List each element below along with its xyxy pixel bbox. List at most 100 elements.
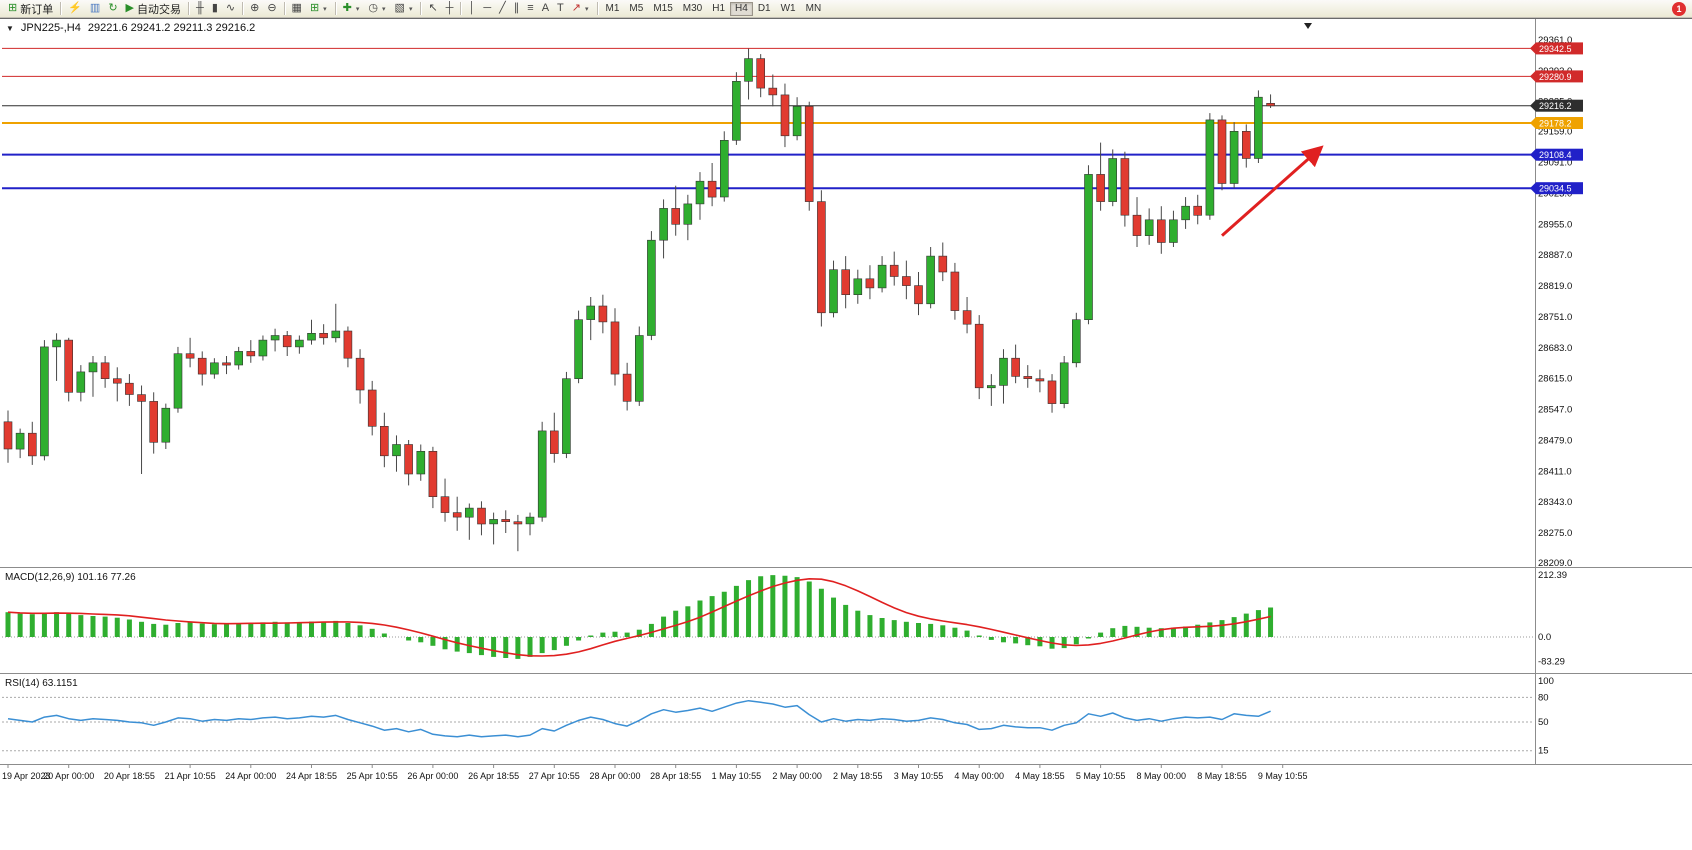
candle (744, 58, 753, 82)
time-label: 8 May 18:55 (1197, 771, 1247, 781)
macd-scale-label: -83.29 (1538, 656, 1565, 667)
candle (295, 339, 304, 348)
candle (113, 378, 122, 384)
macd-values: 101.16 77.26 (77, 572, 136, 583)
candle (452, 512, 462, 518)
candlestick-chart-button[interactable]: ▮ (208, 1, 222, 17)
tile-windows-button[interactable]: ▦ (288, 1, 306, 17)
rsi-scale-label: 80 (1538, 692, 1549, 703)
candle (173, 353, 183, 409)
bar-chart-button[interactable]: ╫ (192, 1, 208, 17)
price-tick: 29159.0 (1538, 127, 1572, 138)
timeframe-mn-button[interactable]: MN (801, 2, 827, 16)
candle (537, 430, 547, 518)
toolbar-separator (596, 2, 598, 15)
trend-arrow[interactable] (1221, 145, 1324, 237)
indicators-button[interactable]: ✚ ▾ (339, 1, 365, 17)
time-label: 26 Apr 18:55 (468, 771, 519, 781)
arrows-tool-icon: ↗ (571, 2, 581, 14)
new-chart-icon: ⊞ (309, 2, 320, 14)
crosshair-button[interactable]: ┼ (442, 1, 458, 17)
horizontal-line-button[interactable]: ─ (479, 1, 495, 17)
candle (671, 208, 681, 225)
cursor-icon: ↖ (428, 2, 438, 14)
symbol-dropdown-icon[interactable]: ▼ (6, 23, 14, 33)
timeframe-h1-button[interactable]: H1 (707, 2, 730, 16)
candle (683, 203, 693, 225)
toolbar-separator (283, 2, 285, 15)
candle (355, 357, 365, 391)
price-badge (1536, 148, 1583, 161)
zoom-out-button[interactable]: ⊖ (263, 1, 280, 17)
label-tool-icon: T (557, 2, 564, 14)
refresh-icon: ↻ (108, 2, 118, 14)
rsi-name: RSI(14) (5, 678, 40, 689)
time-label: 20 Apr 00:00 (43, 771, 94, 781)
line-chart-button[interactable]: ∿ (222, 1, 239, 17)
arrows-tool-button[interactable]: ↗ ▾ (568, 1, 594, 17)
candle (732, 80, 741, 141)
candle (914, 285, 923, 305)
refresh-button[interactable]: ↻ (104, 1, 121, 17)
candle (428, 450, 438, 497)
fibonacci-button[interactable]: ≡ (523, 1, 537, 17)
trendline-button[interactable]: ╱ (495, 1, 510, 17)
timeframe-m1-button[interactable]: M1 (601, 2, 625, 16)
candle (222, 362, 231, 366)
timeframe-h4-button[interactable]: H4 (730, 1, 753, 16)
candle (647, 239, 656, 336)
templates-button[interactable]: ▧ ▾ (391, 1, 418, 17)
autotrading-button[interactable]: ▶ 自动交易 (122, 1, 185, 17)
zoom-in-button[interactable]: ⊕ (246, 1, 263, 17)
channel-icon: ∥ (513, 2, 520, 14)
candle (780, 94, 790, 137)
candle (161, 407, 171, 443)
cursor-button[interactable]: ↖ (424, 1, 441, 17)
timeframe-m30-button[interactable]: M30 (678, 2, 707, 16)
autotrading-icon: ▶ (125, 2, 135, 14)
chart-canvas[interactable]: 29361.029293.029225.029159.029091.029023… (0, 19, 1692, 789)
price-badge (1536, 42, 1583, 55)
timeframe-w1-button[interactable]: W1 (776, 2, 801, 16)
candle (950, 271, 960, 311)
market-watch-icon: ▥ (89, 2, 101, 14)
candle (1132, 214, 1142, 236)
clock-icon: ◷ (368, 2, 379, 14)
price-badge (1536, 99, 1583, 112)
label-tool-button[interactable]: T (553, 1, 568, 17)
candle (76, 371, 86, 393)
metaeditor-button[interactable]: ⚡ (64, 1, 86, 17)
notification-badge[interactable]: 1 (1672, 2, 1686, 16)
periods-button[interactable]: ◷ ▾ (364, 1, 390, 17)
market-watch-button[interactable]: ▥ (86, 1, 104, 17)
vertical-line-button[interactable]: │ (464, 1, 479, 17)
toolbar-separator (334, 2, 336, 15)
rsi-scale-label: 15 (1538, 746, 1549, 757)
timeframe-d1-button[interactable]: D1 (753, 2, 776, 16)
candle (343, 330, 353, 359)
candle (331, 330, 341, 339)
chart-area[interactable]: 29361.029293.029225.029159.029091.029023… (0, 18, 1692, 850)
candle (258, 339, 268, 357)
candle (1169, 219, 1178, 243)
chevron-down-icon: ▾ (584, 5, 589, 13)
channel-button[interactable]: ∥ (510, 1, 524, 17)
candle (707, 180, 717, 198)
candle (1011, 357, 1020, 377)
timeframe-m5-button[interactable]: M5 (624, 2, 648, 16)
candle (549, 430, 559, 454)
candle (234, 351, 243, 366)
new-chart-button[interactable]: ⊞ ▾ (306, 1, 332, 17)
time-label: 4 May 18:55 (1015, 771, 1065, 781)
line-chart-icon: ∿ (225, 2, 236, 14)
timeframe-m15-button[interactable]: M15 (648, 2, 677, 16)
candle (1059, 362, 1069, 404)
new-order-button[interactable]: ⊞ 新订单 (4, 1, 57, 17)
toolbar-separator (60, 2, 62, 15)
rsi-value: 63.1151 (42, 678, 78, 689)
zoom-out-icon: ⊖ (267, 2, 277, 14)
text-tool-button[interactable]: A (538, 1, 553, 17)
time-label: 26 Apr 00:00 (407, 771, 458, 781)
price-tick: 28751.0 (1538, 312, 1572, 323)
